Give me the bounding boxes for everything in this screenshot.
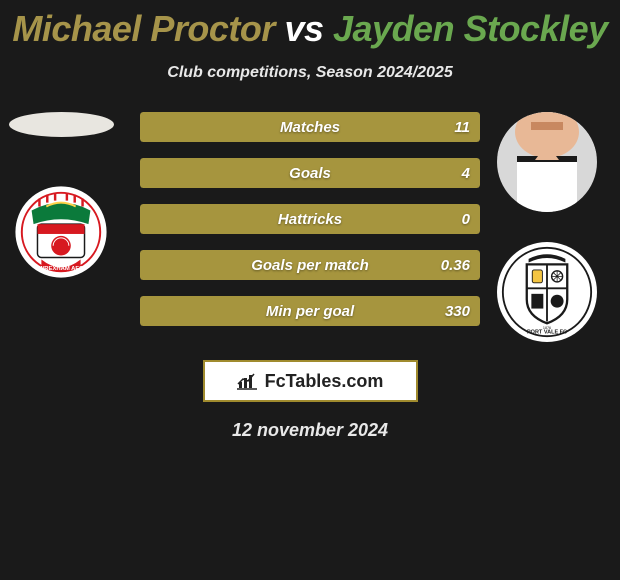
stat-value-right: 11 (454, 119, 470, 136)
stats-bars: Matches 11 Goals 4 Hattricks 0 Goals per match… (140, 112, 480, 342)
wrexham-badge-icon: WREXHAM AFC (12, 177, 110, 287)
stat-bar-fill: Hattricks 0 (140, 204, 480, 234)
stat-label: Matches (280, 119, 340, 136)
season-subtitle: Club competitions, Season 2024/2025 (0, 64, 620, 82)
stat-bar-fill: Goals 4 (140, 158, 480, 188)
player1-avatar (9, 112, 114, 137)
port-vale-badge-icon: PORT VALE FC 1876 (501, 246, 593, 338)
player2-club-badge: PORT VALE FC 1876 (497, 242, 597, 342)
svg-text:1876: 1876 (543, 326, 551, 330)
stat-value-right: 4 (462, 165, 470, 182)
right-player-column: PORT VALE FC 1876 (492, 112, 602, 342)
svg-text:WREXHAM AFC: WREXHAM AFC (39, 266, 84, 272)
stat-bar: Min per goal 330 (140, 296, 480, 326)
fctables-logo[interactable]: FcTables.com (203, 360, 418, 402)
stat-label: Hattricks (278, 211, 342, 228)
stat-bar: Goals 4 (140, 158, 480, 188)
stat-bar: Goals per match 0.36 (140, 250, 480, 280)
player1-club-badge: WREXHAM AFC (12, 177, 110, 287)
stat-bar: Hattricks 0 (140, 204, 480, 234)
svg-text:PORT VALE FC: PORT VALE FC (527, 329, 567, 335)
player1-name: Michael Proctor (12, 8, 275, 49)
bar-chart-icon (237, 372, 259, 390)
stat-bar-fill: Matches 11 (140, 112, 480, 142)
stat-value-right: 0.36 (441, 257, 470, 274)
vs-label: vs (284, 8, 323, 49)
player2-avatar (497, 112, 597, 212)
stat-bar-fill: Min per goal 330 (140, 296, 480, 326)
stat-bar: Matches 11 (140, 112, 480, 142)
stat-bar-fill: Goals per match 0.36 (140, 250, 480, 280)
stat-label: Min per goal (266, 303, 354, 320)
stat-value-right: 330 (445, 303, 470, 320)
logo-text: FcTables.com (265, 371, 384, 392)
comparison-date: 12 november 2024 (0, 420, 620, 441)
comparison-content: WREXHAM AFC (0, 112, 620, 342)
player2-name: Jayden Stockley (333, 8, 608, 49)
comparison-title: Michael Proctor vs Jayden Stockley (0, 0, 620, 50)
stat-value-right: 0 (462, 211, 470, 228)
stat-label: Goals (289, 165, 331, 182)
stat-label: Goals per match (251, 257, 369, 274)
left-player-column: WREXHAM AFC (6, 112, 116, 287)
